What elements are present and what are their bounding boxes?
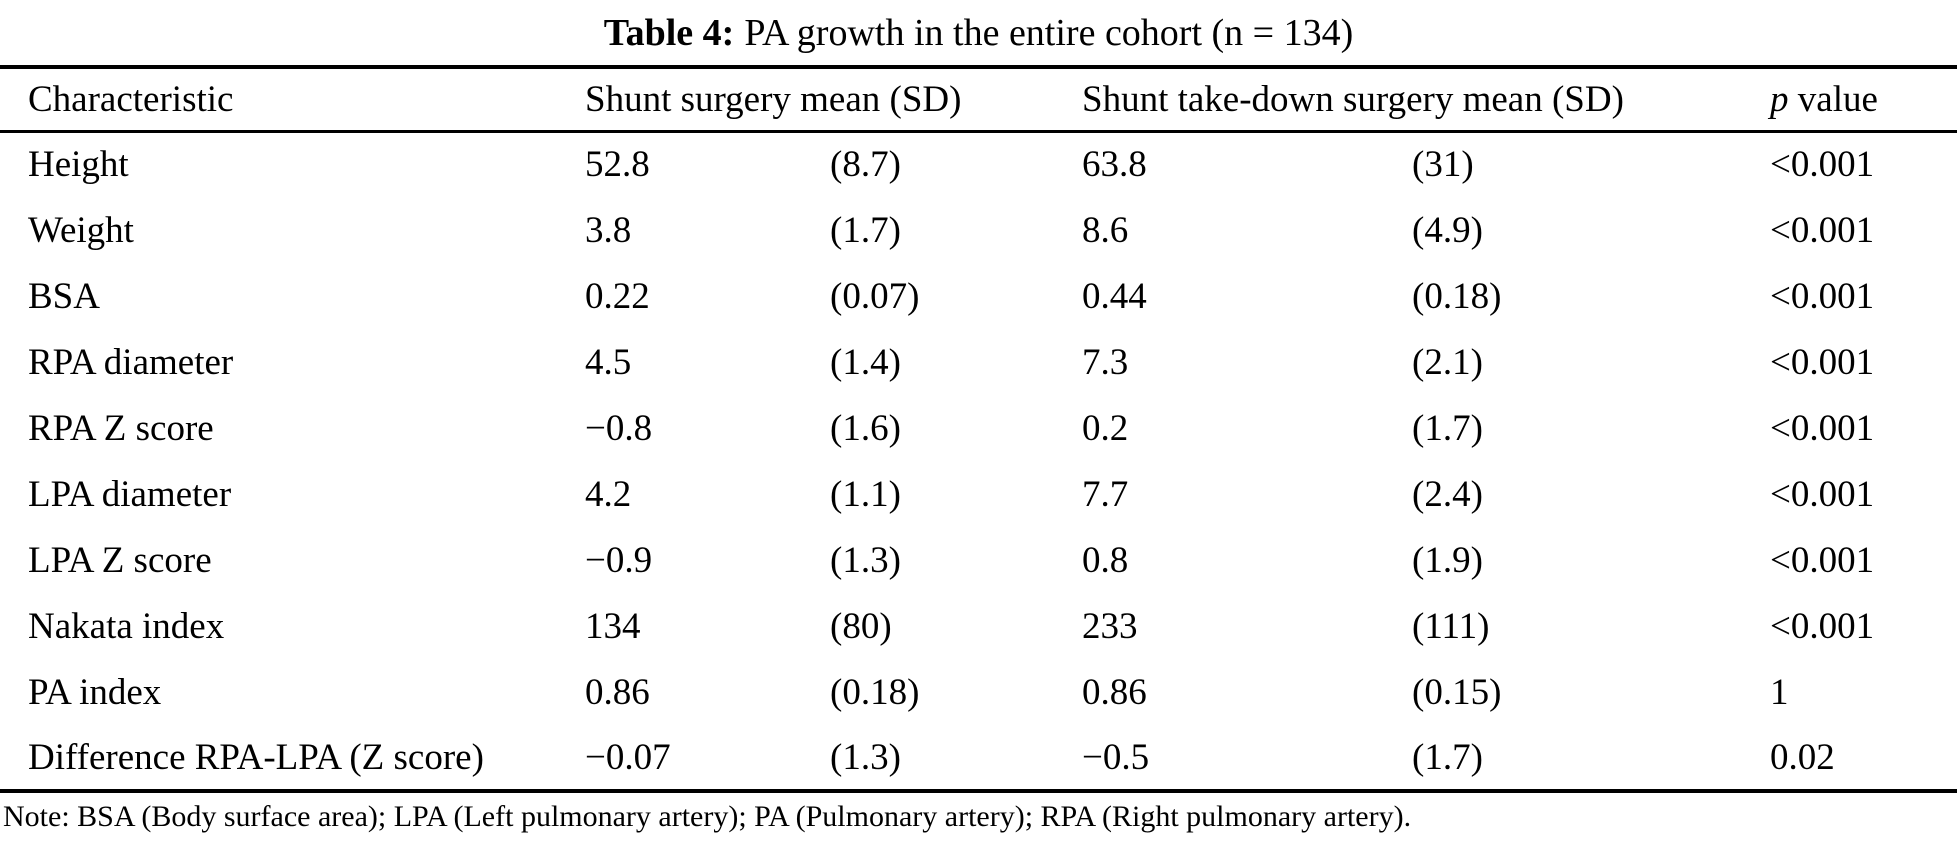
cell-shunt-mean: 134 [585, 605, 641, 647]
cell-p-value: <0.001 [1770, 473, 1875, 515]
cell-characteristic: BSA [28, 275, 100, 317]
table-row: BSA 0.22 (0.07) 0.44 (0.18) <0.001 [0, 263, 1957, 329]
cell-takedown-sd: (0.15) [1412, 671, 1502, 713]
cell-characteristic: Difference RPA-LPA (Z score) [28, 736, 484, 778]
cell-characteristic: PA index [28, 671, 162, 713]
cell-shunt-sd: (8.7) [830, 144, 901, 186]
cell-shunt-mean: −0.9 [585, 539, 653, 581]
cell-takedown-sd: (111) [1412, 605, 1490, 647]
table-row: Weight 3.8 (1.7) 8.6 (4.9) <0.001 [0, 197, 1957, 263]
cell-takedown-mean: 0.86 [1082, 671, 1147, 713]
cell-shunt-mean: −0.8 [585, 407, 653, 449]
cell-takedown-sd: (1.7) [1412, 736, 1483, 778]
p-symbol: p [1770, 78, 1789, 120]
col-header-shunt-surgery: Shunt surgery mean (SD) [585, 67, 1082, 133]
cell-shunt-sd: (1.3) [830, 539, 901, 581]
cell-takedown-mean: 63.8 [1082, 144, 1147, 186]
cell-p-value: 0.02 [1770, 736, 1835, 778]
cell-takedown-mean: 0.2 [1082, 407, 1129, 449]
cell-shunt-mean: 4.5 [585, 341, 632, 383]
col-header-p-value: p value [1770, 67, 1957, 133]
cell-shunt-sd: (0.18) [830, 671, 920, 713]
cell-characteristic: LPA diameter [28, 473, 232, 515]
cell-takedown-mean: 233 [1082, 605, 1138, 647]
cell-takedown-sd: (0.18) [1412, 275, 1502, 317]
cell-shunt-sd: (1.6) [830, 407, 901, 449]
cell-takedown-sd: (4.9) [1412, 209, 1483, 251]
cell-takedown-mean: 0.44 [1082, 275, 1147, 317]
cell-p-value: <0.001 [1770, 605, 1875, 647]
cell-p-value: <0.001 [1770, 539, 1875, 581]
cell-p-value: <0.001 [1770, 209, 1875, 251]
cell-shunt-sd: (80) [830, 605, 892, 647]
cell-characteristic: RPA Z score [28, 407, 214, 449]
cell-shunt-sd: (0.07) [830, 275, 920, 317]
cell-shunt-sd: (1.3) [830, 736, 901, 778]
cell-shunt-sd: (1.4) [830, 341, 901, 383]
cell-characteristic: LPA Z score [28, 539, 212, 581]
cell-p-value: <0.001 [1770, 341, 1875, 383]
cell-takedown-sd: (31) [1412, 144, 1474, 186]
col-header-takedown-surgery: Shunt take-down surgery mean (SD) [1082, 67, 1771, 133]
table-title: Table 4: PA growth in the entire cohort … [0, 0, 1957, 65]
cell-takedown-mean: 8.6 [1082, 209, 1129, 251]
cell-p-value: 1 [1770, 671, 1789, 713]
cell-takedown-mean: 7.7 [1082, 473, 1129, 515]
table-caption: PA growth in the entire cohort (n = 134) [744, 11, 1354, 54]
cell-characteristic: Weight [28, 209, 134, 251]
table-row: RPA diameter 4.5 (1.4) 7.3 (2.1) <0.001 [0, 329, 1957, 395]
header-row: Characteristic Shunt surgery mean (SD) S… [0, 67, 1957, 133]
cell-characteristic: Nakata index [28, 605, 225, 647]
table-row: RPA Z score −0.8 (1.6) 0.2 (1.7) <0.001 [0, 395, 1957, 461]
table-row: Height 52.8 (8.7) 63.8 (31) <0.001 [0, 131, 1957, 197]
cell-p-value: <0.001 [1770, 407, 1875, 449]
cell-takedown-mean: 0.8 [1082, 539, 1129, 581]
cell-takedown-sd: (2.4) [1412, 473, 1483, 515]
cell-shunt-mean: 52.8 [585, 144, 650, 186]
col-header-characteristic: Characteristic [0, 67, 585, 133]
table-row: LPA diameter 4.2 (1.1) 7.7 (2.4) <0.001 [0, 461, 1957, 527]
cell-p-value: <0.001 [1770, 275, 1875, 317]
cell-takedown-sd: (2.1) [1412, 341, 1483, 383]
cell-p-value: <0.001 [1770, 144, 1875, 186]
cell-shunt-mean: 4.2 [585, 473, 632, 515]
pa-growth-table: Characteristic Shunt surgery mean (SD) S… [0, 65, 1957, 793]
cell-shunt-mean: 3.8 [585, 209, 632, 251]
cell-takedown-sd: (1.7) [1412, 407, 1483, 449]
cell-characteristic: Height [28, 144, 129, 186]
cell-shunt-sd: (1.1) [830, 473, 901, 515]
table-row: Nakata index 134 (80) 233 (111) <0.001 [0, 593, 1957, 659]
table-footnote: Note: BSA (Body surface area); LPA (Left… [3, 800, 1412, 833]
cell-shunt-mean: 0.86 [585, 671, 650, 713]
cell-shunt-mean: 0.22 [585, 275, 650, 317]
table-number-label: Table 4: [603, 11, 735, 54]
table-row: PA index 0.86 (0.18) 0.86 (0.15) 1 [0, 659, 1957, 725]
cell-shunt-mean: −0.07 [585, 736, 671, 778]
cell-characteristic: RPA diameter [28, 341, 234, 383]
table-row: Difference RPA-LPA (Z score) −0.07 (1.3)… [0, 725, 1957, 791]
table-row: LPA Z score −0.9 (1.3) 0.8 (1.9) <0.001 [0, 527, 1957, 593]
cell-takedown-mean: −0.5 [1082, 736, 1150, 778]
cell-takedown-mean: 7.3 [1082, 341, 1129, 383]
cell-shunt-sd: (1.7) [830, 209, 901, 251]
cell-takedown-sd: (1.9) [1412, 539, 1483, 581]
p-value-word: value [1788, 78, 1878, 120]
